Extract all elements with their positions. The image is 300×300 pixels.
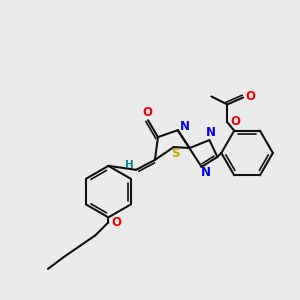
Text: S: S [172, 148, 180, 160]
Text: O: O [230, 115, 240, 128]
Text: O: O [245, 90, 255, 103]
Text: O: O [142, 106, 152, 119]
Text: H: H [125, 160, 134, 170]
Text: N: N [206, 126, 215, 139]
Text: N: N [180, 120, 190, 133]
Text: O: O [111, 216, 121, 229]
Text: N: N [200, 166, 211, 179]
